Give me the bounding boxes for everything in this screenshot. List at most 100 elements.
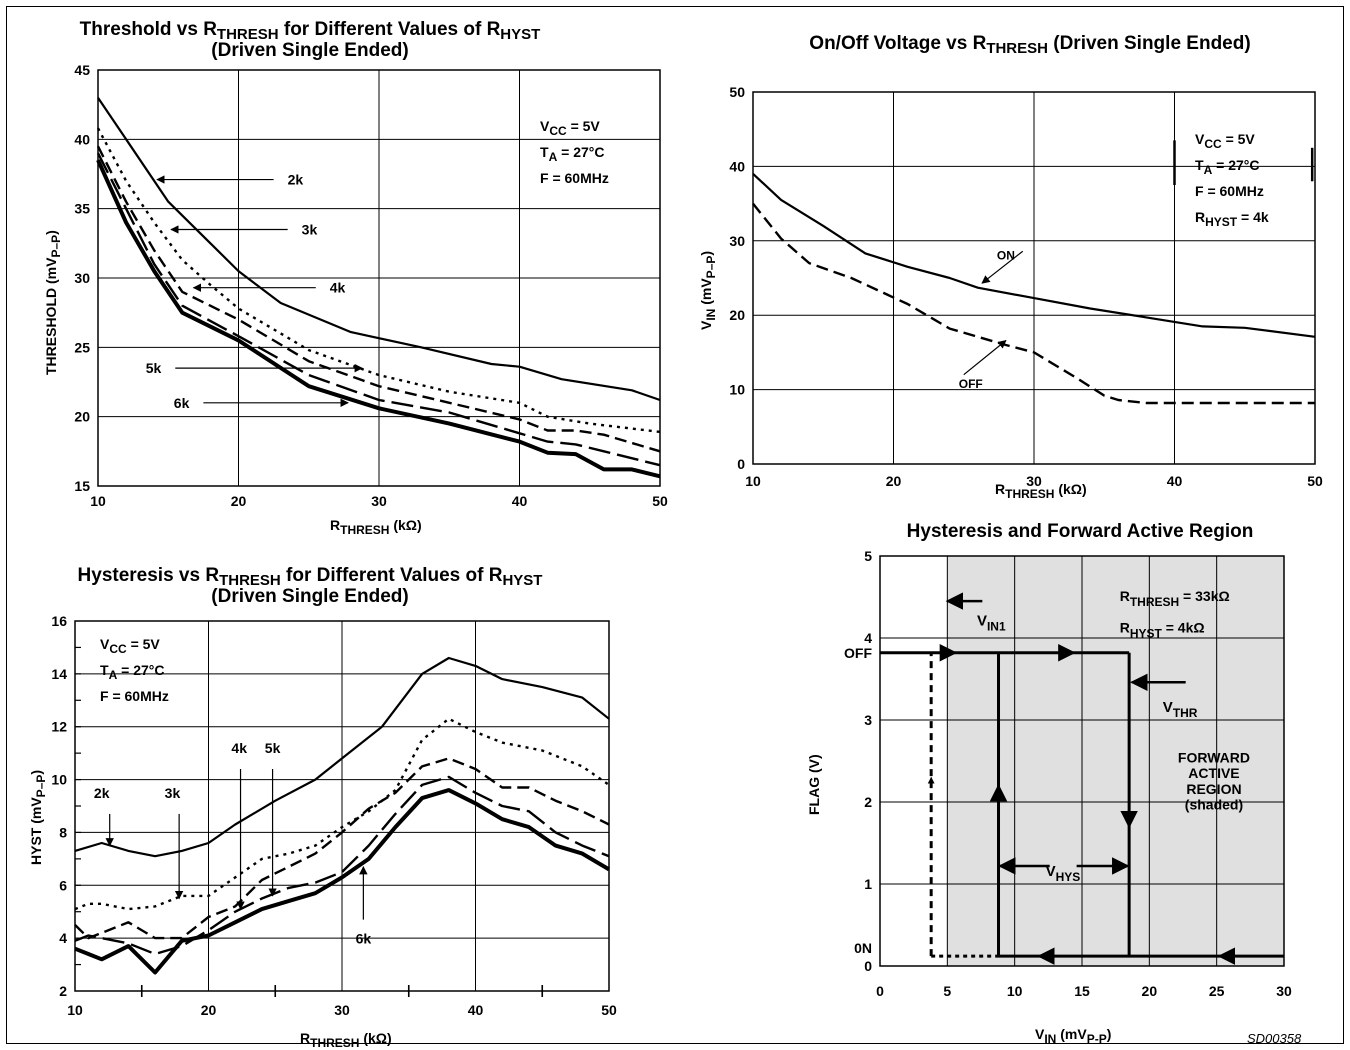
chart4-title: Hysteresis and Forward Active Region: [906, 521, 1254, 542]
region-label-0: FORWARD: [1178, 750, 1250, 766]
chart2-xlabel: RTHRESH (kΩ): [995, 481, 1087, 501]
x-tick-label: 40: [1167, 473, 1183, 489]
series-line-4k: [74, 757, 610, 940]
label-arrow-OFF: [963, 339, 1007, 376]
plot-frame: [97, 69, 661, 487]
y-tick-label: 2: [59, 983, 67, 999]
region-label-2: REGION: [1186, 781, 1241, 797]
y-tick-label: 30: [729, 233, 745, 249]
chart3-plot: 10 20 30 40 50 2 4 6 8 10 12 14 16 2k 3k 4k 5k 6k: [51, 613, 617, 1018]
series-line-2k: [97, 97, 661, 402]
chart3-ylabel: HYST (mVP–P): [28, 769, 48, 865]
x-tick-label: 20: [1142, 983, 1158, 999]
series-label-5k: 5k: [265, 740, 281, 756]
y-tick-label: 20: [74, 409, 90, 425]
chart1-plot: 10 20 30 40 50 15 20 25 30 35 40 45 2k 3k 4k 5k 6k: [74, 62, 668, 509]
series-label-3k: 3k: [302, 221, 318, 237]
x-tick-label: 20: [886, 473, 902, 489]
series-label-2k: 2k: [94, 785, 110, 801]
series-line-ON: [752, 172, 1316, 338]
y-tick-label: 4: [864, 630, 872, 646]
x-tick-label: 50: [1307, 473, 1323, 489]
y-tick-label: 20: [729, 307, 745, 323]
series-line-OFF: [752, 202, 1315, 405]
series-line-3k: [96, 127, 661, 434]
y-tick-label: 50: [729, 84, 745, 100]
y-tick-label: 40: [729, 158, 745, 174]
x-tick-label: 10: [90, 493, 106, 509]
x-tick-label: 25: [1209, 983, 1225, 999]
y-tick-label: 14: [51, 666, 67, 682]
figure-code: SD00358: [1247, 1031, 1302, 1046]
y-tick-label: 6: [59, 877, 67, 893]
y-tick-label: 10: [51, 772, 67, 788]
series-label-OFF: OFF: [959, 377, 983, 391]
y-tick-label: 2: [864, 794, 872, 810]
x-tick-label: 40: [512, 493, 528, 509]
y-tick-label: 15: [74, 478, 90, 494]
chart4-ylabel: FLAG (V): [806, 754, 822, 815]
x-tick-label: 5: [943, 983, 951, 999]
chart2-ylabel: VIN (mVP–P): [698, 250, 718, 330]
x-tick-label: 30: [1276, 983, 1292, 999]
y-tick-label: 16: [51, 613, 67, 629]
x-tick-label: 20: [231, 493, 247, 509]
y-tick-label: 3: [864, 712, 872, 728]
series-line-3k: [74, 717, 610, 911]
y-tick-label: 45: [74, 62, 90, 78]
x-tick-label: 50: [652, 493, 668, 509]
chart1-title: Threshold vs RTHRESH for Different Value…: [79, 19, 541, 61]
series-line-2k: [74, 656, 610, 858]
x-tick-label: 20: [201, 1002, 217, 1018]
series-label-3k: 3k: [165, 785, 181, 801]
x-tick-label: 50: [601, 1002, 617, 1018]
x-tick-label: 15: [1074, 983, 1090, 999]
x-tick-label: 40: [468, 1002, 484, 1018]
series-label-6k: 6k: [356, 930, 372, 946]
y-tick-label: 30: [74, 270, 90, 286]
series-line-5k: [96, 152, 661, 467]
chart1-conditions: VCC = 5V TA = 27°C F = 60MHz: [540, 118, 609, 186]
x-tick-label: 30: [371, 493, 387, 509]
series-line-5k: [74, 775, 610, 956]
series-label-6k: 6k: [174, 395, 190, 411]
chart2-conditions: VCC = 5V TA = 27°C F = 60MHz RHYST = 4k: [1195, 131, 1269, 229]
series-line-4k: [96, 145, 661, 453]
chart1-ylabel: THRESHOLD (mVP–P): [43, 230, 63, 375]
plot-frame: [74, 620, 610, 992]
region-label-3: (shaded): [1185, 796, 1243, 812]
y-tick-label: 5: [864, 548, 872, 564]
y-tick-label: 35: [74, 201, 90, 217]
x-tick-label: 10: [745, 473, 761, 489]
x-tick-label: 0: [876, 983, 884, 999]
chart3-title: Hysteresis vs RTHRESH for Different Valu…: [77, 565, 543, 607]
series-label-4k: 4k: [330, 280, 346, 296]
x-tick-label: 30: [334, 1002, 350, 1018]
chart2-title: On/Off Voltage vs RTHRESH (Driven Single…: [809, 33, 1251, 57]
x-tick-label: 10: [67, 1002, 83, 1018]
figure-frame: [6, 6, 1344, 1044]
y-tick-label: 4: [59, 930, 67, 946]
y-tick-label: 10: [729, 382, 745, 398]
y-side-label-off: OFF: [844, 645, 872, 661]
series-label-4k: 4k: [231, 740, 247, 756]
series-label-ON: ON: [997, 248, 1015, 262]
series-label-5k: 5k: [146, 360, 162, 376]
x-tick-label: 30: [1026, 473, 1042, 489]
y-side-label-on: 0N: [854, 940, 872, 956]
x-tick-label: 10: [1007, 983, 1023, 999]
chart1-xlabel: RTHRESH (kΩ): [330, 517, 422, 537]
plot-frame: [752, 91, 1316, 465]
chart4-xlabel: VIN (mVP-P): [1035, 1026, 1112, 1046]
plot-frame: [879, 555, 1285, 967]
region-label-1: ACTIVE: [1188, 765, 1239, 781]
label-arrow-ON: [981, 250, 1024, 284]
chart3-xlabel: RTHRESH (kΩ): [300, 1030, 392, 1050]
y-tick-label: 0: [737, 456, 745, 472]
y-tick-label: 40: [74, 131, 90, 147]
y-tick-label: 1: [864, 876, 872, 892]
series-line-6k: [96, 159, 661, 479]
series-line-6k: [74, 788, 611, 975]
shaded-region: [947, 556, 1284, 966]
